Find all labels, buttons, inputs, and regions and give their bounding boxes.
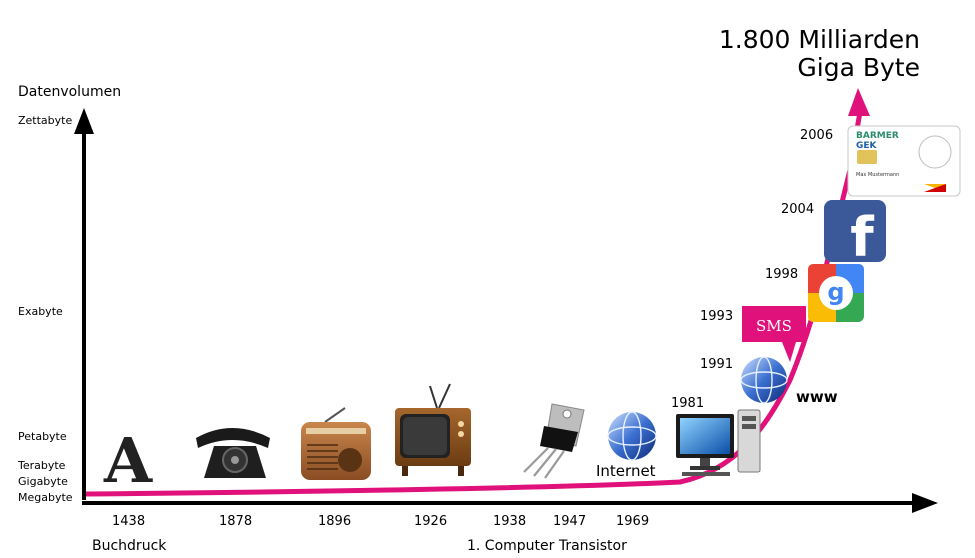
year-1938: 1938 — [493, 514, 526, 529]
year-1878: 1878 — [219, 514, 252, 529]
y-level-gigabyte: Gigabyte — [18, 475, 68, 488]
y-level-megabyte: Megabyte — [18, 491, 73, 504]
sms-label: SMS — [756, 317, 792, 335]
card-brand-barmer: BARMER — [856, 131, 899, 141]
footnote-computer-transistor: 1. Computer Transistor — [467, 538, 627, 554]
y-level-zettabyte: Zettabyte — [18, 114, 72, 127]
year-1438: 1438 — [112, 514, 145, 529]
radio-icon — [301, 407, 371, 480]
card-holder-name: Max Mustermann — [856, 172, 899, 178]
internet-globe-icon — [607, 411, 657, 461]
year-1991: 1991 — [700, 357, 733, 372]
year-1993: 1993 — [700, 309, 733, 324]
year-1981: 1981 — [671, 396, 704, 411]
headline-line-1: 1.800 Milliarden — [719, 25, 920, 54]
card-brand-gek: GEK — [856, 141, 878, 151]
computer-icon — [676, 409, 761, 476]
year-1896: 1896 — [318, 514, 351, 529]
year-2006: 2006 — [800, 128, 833, 143]
growth-arrowhead — [848, 88, 870, 116]
facebook-logo-icon — [824, 200, 886, 262]
internet-label: Internet — [596, 462, 656, 480]
y-level-exabyte: Exabyte — [18, 305, 63, 318]
year-1926: 1926 — [414, 514, 447, 529]
footnote-buchdruck: Buchdruck — [92, 538, 167, 554]
headline-line-2: Giga Byte — [797, 53, 920, 82]
x-axis-arrowhead — [912, 493, 938, 513]
telephone-icon — [196, 428, 270, 478]
google-glyph: g — [827, 278, 844, 306]
y-level-petabyte: Petabyte — [18, 430, 67, 443]
year-1947: 1947 — [553, 514, 586, 529]
year-2004: 2004 — [781, 202, 814, 217]
sms-bubble-icon — [742, 306, 806, 362]
year-1969: 1969 — [616, 514, 649, 529]
y-axis-arrowhead — [74, 108, 94, 134]
letter-a-icon: A — [103, 424, 153, 497]
y-level-terabyte: Terabyte — [17, 459, 66, 472]
www-label: www — [796, 388, 838, 406]
television-icon — [395, 383, 471, 476]
google-logo-icon — [808, 264, 864, 322]
y-axis-title: Datenvolumen — [18, 84, 121, 100]
transistor-icon — [523, 403, 585, 479]
year-1998: 1998 — [765, 267, 798, 282]
www-globe-icon — [740, 356, 788, 404]
insurance-card-icon — [847, 125, 961, 197]
facebook-glyph: f — [850, 206, 874, 269]
